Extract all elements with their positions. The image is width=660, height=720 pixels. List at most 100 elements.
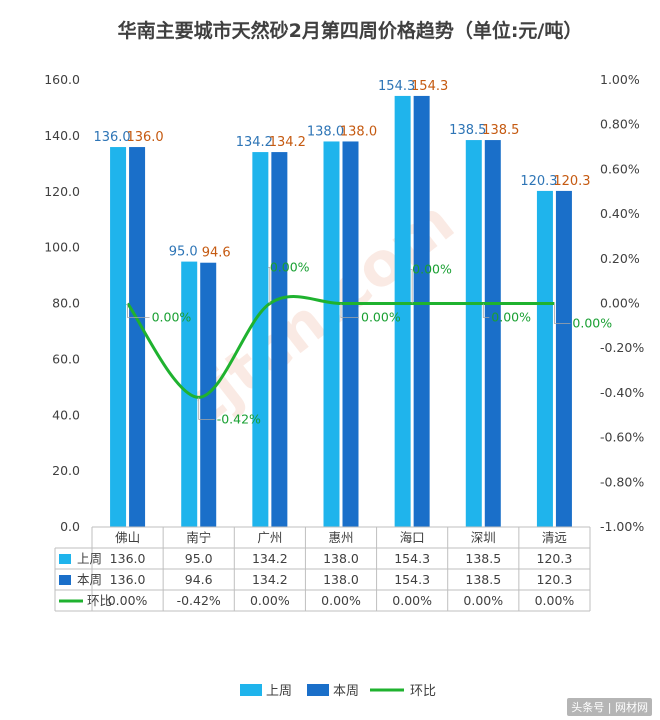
y-right-tick-label: 0.20% bbox=[600, 251, 640, 266]
y-left-tick-label: 160.0 bbox=[44, 72, 80, 87]
table-cell: 120.3 bbox=[537, 551, 573, 566]
x-category-label: 惠州 bbox=[328, 530, 353, 545]
y-right-tick-label: 0.80% bbox=[600, 117, 640, 132]
data-label-leader bbox=[410, 269, 413, 304]
data-label-mom: 0.00% bbox=[412, 262, 452, 277]
y-left-tick-label: 40.0 bbox=[52, 407, 80, 422]
table-cell: 134.2 bbox=[252, 551, 288, 566]
y-right-tick-label: -0.40% bbox=[600, 385, 644, 400]
y-right-tick-label: -1.00% bbox=[600, 519, 644, 534]
table-cell: 154.3 bbox=[394, 572, 430, 587]
bar-this-week bbox=[555, 190, 572, 528]
x-category-label: 佛山 bbox=[115, 530, 140, 545]
y-left-tick-label: 140.0 bbox=[44, 128, 80, 143]
y-right-tick-label: 1.00% bbox=[600, 72, 640, 87]
table-cell: -0.42% bbox=[177, 593, 221, 608]
y-left-tick-label: 0.0 bbox=[60, 519, 80, 534]
x-category-label: 深圳 bbox=[471, 530, 496, 545]
data-label-last-week: 138.0 bbox=[307, 124, 344, 139]
y-left-tick-label: 120.0 bbox=[44, 184, 80, 199]
data-label-leader bbox=[127, 303, 150, 318]
table-key-swatch bbox=[59, 575, 71, 585]
data-label-last-week: 95.0 bbox=[169, 245, 198, 260]
y-left-tick-label: 20.0 bbox=[52, 463, 80, 478]
table-cell: 95.0 bbox=[185, 551, 213, 566]
data-label-this-week: 134.2 bbox=[269, 135, 306, 150]
data-label-last-week: 120.3 bbox=[520, 174, 557, 189]
table-cell: 0.00% bbox=[392, 593, 432, 608]
table-cell: 0.00% bbox=[535, 593, 575, 608]
data-label-leader bbox=[482, 303, 490, 318]
bar-this-week bbox=[342, 141, 359, 527]
data-label-this-week: 120.3 bbox=[553, 174, 590, 189]
table-cell: 0.00% bbox=[250, 593, 290, 608]
data-label-this-week: 94.6 bbox=[202, 246, 231, 261]
data-label-mom: 0.00% bbox=[270, 260, 310, 275]
table-row-name: 环比 bbox=[87, 593, 112, 608]
bar-this-week bbox=[413, 95, 430, 527]
data-label-mom: 0.00% bbox=[361, 310, 401, 325]
data-label-mom: -0.42% bbox=[217, 411, 261, 426]
data-label-this-week: 136.0 bbox=[126, 130, 163, 145]
table-cell: 0.00% bbox=[463, 593, 503, 608]
data-label-last-week: 134.2 bbox=[236, 135, 273, 150]
footer-credit: 头条号 | 网材网 bbox=[567, 698, 652, 716]
table-cell: 120.3 bbox=[537, 572, 573, 587]
y-right-tick-label: 0.00% bbox=[600, 296, 640, 311]
data-label-leader bbox=[198, 397, 215, 420]
y-right-tick-label: 0.60% bbox=[600, 161, 640, 176]
data-label-mom: 0.00% bbox=[572, 316, 612, 331]
table-cell: 138.5 bbox=[465, 551, 501, 566]
y-right-tick-label: -0.60% bbox=[600, 430, 644, 445]
bar-this-week bbox=[271, 152, 288, 528]
data-label-last-week: 138.5 bbox=[449, 123, 486, 138]
data-label-this-week: 154.3 bbox=[411, 79, 448, 94]
bar-this-week bbox=[484, 140, 501, 528]
y-right-tick-label: -0.20% bbox=[600, 340, 644, 355]
y-left-tick-label: 60.0 bbox=[52, 351, 80, 366]
table-cell: 0.00% bbox=[321, 593, 361, 608]
data-label-mom: 0.00% bbox=[152, 310, 192, 325]
bar-last-week bbox=[252, 152, 269, 528]
bar-last-week bbox=[465, 140, 482, 528]
table-cell: 138.0 bbox=[323, 551, 359, 566]
table-cell: 94.6 bbox=[185, 572, 213, 587]
data-label-last-week: 154.3 bbox=[378, 79, 415, 94]
x-category-label: 南宁 bbox=[186, 530, 211, 545]
bar-last-week bbox=[394, 95, 411, 527]
table-key-swatch bbox=[59, 554, 71, 564]
bar-last-week bbox=[110, 147, 127, 528]
y-right-tick-label: 0.40% bbox=[600, 206, 640, 221]
data-label-leader bbox=[340, 303, 359, 318]
data-label-this-week: 138.5 bbox=[482, 123, 519, 138]
table-cell: 136.0 bbox=[110, 551, 146, 566]
bar-last-week bbox=[536, 190, 553, 528]
table-cell: 134.2 bbox=[252, 572, 288, 587]
table-cell: 136.0 bbox=[110, 572, 146, 587]
x-category-label: 广州 bbox=[257, 530, 282, 545]
bar-this-week bbox=[129, 147, 146, 528]
x-category-label: 海口 bbox=[400, 530, 425, 545]
legend-key-swatch bbox=[240, 684, 262, 696]
data-label-last-week: 136.0 bbox=[93, 130, 130, 145]
bar-last-week bbox=[323, 141, 340, 527]
y-left-tick-label: 100.0 bbox=[44, 240, 80, 255]
data-label-mom: 0.00% bbox=[491, 310, 531, 325]
table-row-name: 上周 bbox=[77, 551, 102, 566]
table-row-name: 本周 bbox=[77, 572, 102, 587]
data-label-this-week: 138.0 bbox=[340, 124, 377, 139]
legend-label: 上周 bbox=[266, 684, 292, 699]
table-cell: 138.0 bbox=[323, 572, 359, 587]
table-cell: 0.00% bbox=[108, 593, 148, 608]
data-label-leader bbox=[554, 303, 571, 324]
y-left-tick-label: 80.0 bbox=[52, 296, 80, 311]
y-right-tick-label: -0.80% bbox=[600, 474, 644, 489]
x-category-label: 清远 bbox=[542, 530, 568, 545]
data-label-leader bbox=[267, 267, 271, 304]
legend-label: 环比 bbox=[410, 684, 436, 699]
table-cell: 138.5 bbox=[465, 572, 501, 587]
legend-label: 本周 bbox=[333, 684, 359, 699]
legend-key-swatch bbox=[307, 684, 329, 696]
table-cell: 154.3 bbox=[394, 551, 430, 566]
